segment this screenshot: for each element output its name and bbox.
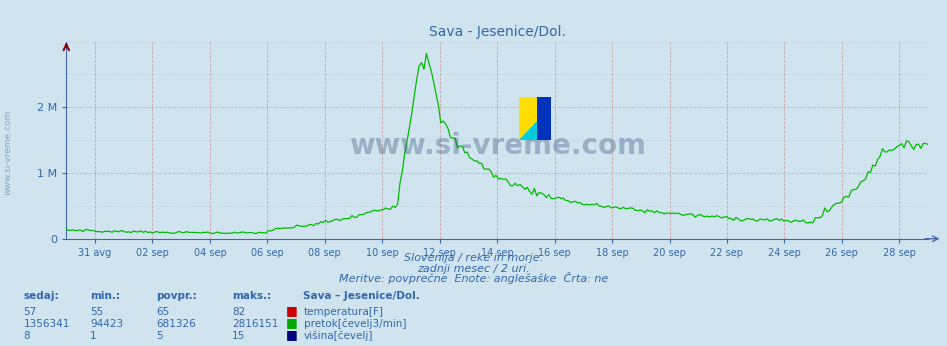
Text: 681326: 681326: [156, 319, 196, 329]
Text: 65: 65: [156, 307, 170, 317]
Text: 82: 82: [232, 307, 245, 317]
Text: 1356341: 1356341: [24, 319, 70, 329]
Text: ■: ■: [286, 328, 297, 342]
Title: Sava - Jesenice/Dol.: Sava - Jesenice/Dol.: [429, 25, 565, 39]
Text: 8: 8: [24, 331, 30, 341]
Text: povpr.:: povpr.:: [156, 291, 197, 301]
Text: zadnji mesec / 2 uri.: zadnji mesec / 2 uri.: [417, 264, 530, 274]
Text: ■: ■: [286, 316, 297, 329]
Text: sedaj:: sedaj:: [24, 291, 60, 301]
Text: www.si-vreme.com: www.si-vreme.com: [348, 132, 646, 160]
Text: 5: 5: [156, 331, 163, 341]
Text: 57: 57: [24, 307, 37, 317]
Text: Meritve: povprečne  Enote: anglešaške  Črta: ne: Meritve: povprečne Enote: anglešaške Črt…: [339, 272, 608, 284]
Text: pretok[čevelj3/min]: pretok[čevelj3/min]: [304, 318, 406, 329]
Text: 1: 1: [90, 331, 97, 341]
Text: 15: 15: [232, 331, 245, 341]
Polygon shape: [519, 121, 537, 140]
Bar: [519, 97, 537, 140]
Text: maks.:: maks.:: [232, 291, 271, 301]
Text: 94423: 94423: [90, 319, 123, 329]
Text: 55: 55: [90, 307, 103, 317]
Text: temperatura[F]: temperatura[F]: [304, 307, 384, 317]
Text: Sava – Jesenice/Dol.: Sava – Jesenice/Dol.: [303, 291, 420, 301]
Text: min.:: min.:: [90, 291, 120, 301]
Text: 2816151: 2816151: [232, 319, 278, 329]
Text: Slovenija / reke in morje.: Slovenija / reke in morje.: [404, 253, 543, 263]
Text: www.si-vreme.com: www.si-vreme.com: [4, 110, 13, 195]
Bar: [537, 97, 551, 140]
Text: višina[čevelj]: višina[čevelj]: [304, 330, 373, 341]
Text: ■: ■: [286, 304, 297, 317]
